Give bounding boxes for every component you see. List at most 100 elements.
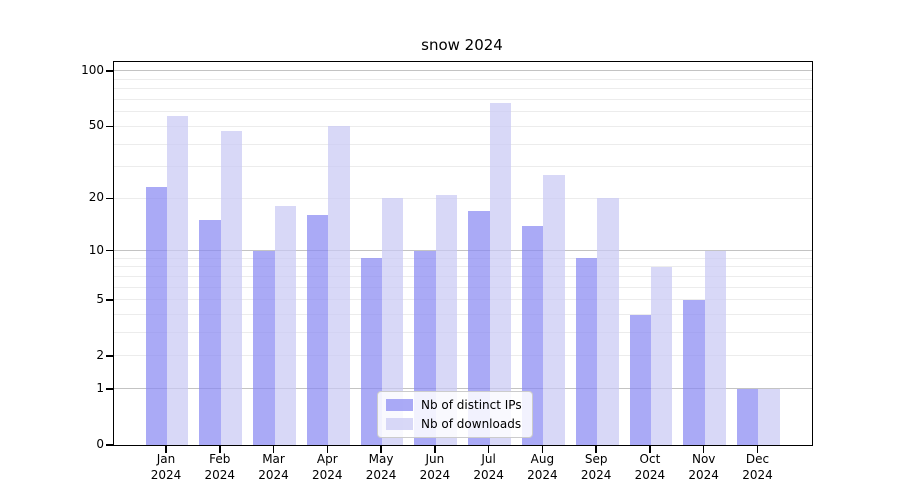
y-gridline-minor (114, 197, 812, 199)
x-tick-mark (434, 446, 436, 453)
y-tick-label: 50 (88, 118, 104, 133)
y-gridline-minor (114, 99, 812, 101)
bar-distinct-ips-apr (306, 215, 329, 445)
x-tick-mark (487, 446, 490, 453)
bar-distinct-ips-may (360, 258, 383, 445)
x-tick-month: Dec (745, 452, 770, 466)
y-tick-label: 5 (96, 291, 104, 306)
x-tick-month: Feb (209, 452, 231, 466)
bar-distinct-ips-feb (199, 220, 221, 445)
x-tick-label: Jun 2024 (403, 451, 467, 483)
y-gridline-major (114, 250, 812, 252)
x-tick-mark (272, 446, 275, 453)
x-tick-month: Aug (530, 452, 555, 466)
x-tick-label: Jul 2024 (457, 451, 521, 483)
x-tick-mark (380, 446, 382, 453)
x-tick-month: Oct (639, 452, 661, 466)
bar-downloads-feb (220, 131, 243, 445)
bar-downloads-jul (489, 103, 511, 445)
bar-distinct-ips-jul (468, 210, 490, 445)
x-tick-mark (326, 446, 329, 453)
x-tick-label: Oct 2024 (618, 451, 682, 483)
y-tick-label: 10 (88, 242, 104, 257)
y-gridline-minor (114, 286, 812, 288)
bar-downloads-apr (328, 126, 350, 445)
x-tick-label: Feb 2024 (188, 451, 252, 483)
y-gridline-minor (114, 257, 812, 259)
bar-downloads-jun (435, 194, 458, 445)
chart-title: snow 2024 (421, 36, 503, 54)
y-gridline-minor (114, 166, 812, 168)
y-gridline-major (114, 388, 812, 390)
legend-swatch-downloads (386, 418, 413, 430)
y-tick-label: 1 (96, 380, 104, 395)
x-tick-year: 2024 (580, 468, 612, 482)
x-tick-month: Jan (156, 452, 176, 466)
x-tick-year: 2024 (742, 468, 773, 482)
bar-downloads-aug (543, 174, 565, 445)
legend-swatch-distinct-ips (386, 399, 413, 411)
x-tick-mark (165, 446, 167, 453)
bar-downloads-dec (758, 388, 780, 445)
x-tick-mark (756, 446, 759, 453)
x-tick-year: 2024 (634, 468, 666, 482)
y-gridline-minor (114, 143, 812, 145)
y-tick-mark (105, 197, 113, 200)
x-tick-month: May (368, 452, 394, 466)
x-tick-mark (649, 446, 651, 453)
x-tick-label: Nov 2024 (672, 451, 736, 483)
x-tick-year: 2024 (527, 468, 558, 482)
bar-downloads-mar (274, 206, 296, 445)
y-tick-mark (105, 249, 113, 252)
x-tick-mark (541, 446, 544, 453)
y-gridline-minor (114, 125, 812, 127)
y-tick-mark (105, 125, 113, 128)
plot-area (105, 61, 813, 446)
legend-entry-distinct-ips: Nb of distinct IPs (386, 398, 522, 412)
x-tick-month: Nov (691, 452, 716, 466)
x-tick-mark (219, 446, 221, 453)
y-gridline-minor (114, 275, 812, 277)
y-tick-label: 0 (96, 437, 104, 451)
x-tick-year: 2024 (312, 468, 343, 482)
y-gridline-minor (114, 88, 812, 90)
y-gridline-minor (114, 355, 812, 357)
x-tick-month: Jun (425, 452, 445, 466)
x-tick-month: Apr (316, 452, 338, 466)
y-tick-label: 20 (88, 190, 104, 205)
y-gridline-minor (114, 266, 812, 268)
x-tick-label: Aug 2024 (510, 451, 574, 483)
bar-downloads-sep (597, 198, 619, 445)
bar-distinct-ips-jan (145, 187, 167, 445)
x-tick-label: Apr 2024 (295, 451, 359, 483)
x-tick-month: Jul (481, 452, 496, 466)
bar-distinct-ips-dec (737, 388, 759, 445)
x-tick-year: 2024 (258, 468, 289, 482)
bar-downloads-may (382, 198, 404, 445)
legend: Nb of distinct IPs Nb of downloads (377, 391, 533, 438)
bar-distinct-ips-oct (629, 314, 651, 445)
legend-label-downloads: Nb of downloads (421, 417, 522, 431)
bar-distinct-ips-aug (521, 225, 544, 445)
x-tick-year: 2024 (688, 468, 719, 482)
x-tick-year: 2024 (204, 468, 236, 482)
y-gridline-minor (114, 314, 812, 316)
legend-label-distinct-ips: Nb of distinct IPs (421, 398, 522, 412)
x-tick-label: Jan 2024 (134, 451, 198, 483)
y-tick-mark (105, 444, 113, 446)
legend-entry-downloads: Nb of downloads (386, 417, 522, 431)
x-tick-label: Sep 2024 (564, 451, 628, 483)
y-tick-mark (105, 355, 113, 357)
x-tick-label: Dec 2024 (725, 451, 789, 483)
y-tick-mark (105, 299, 113, 301)
x-tick-year: 2024 (365, 468, 397, 482)
y-gridline-major (114, 70, 812, 72)
bar-downloads-jan (167, 115, 189, 445)
y-tick-label: 2 (96, 347, 104, 362)
x-tick-label: May 2024 (349, 451, 413, 483)
x-tick-year: 2024 (419, 468, 451, 482)
x-tick-year: 2024 (150, 468, 182, 482)
y-tick-mark (105, 388, 113, 390)
x-tick-month: Sep (584, 452, 608, 466)
